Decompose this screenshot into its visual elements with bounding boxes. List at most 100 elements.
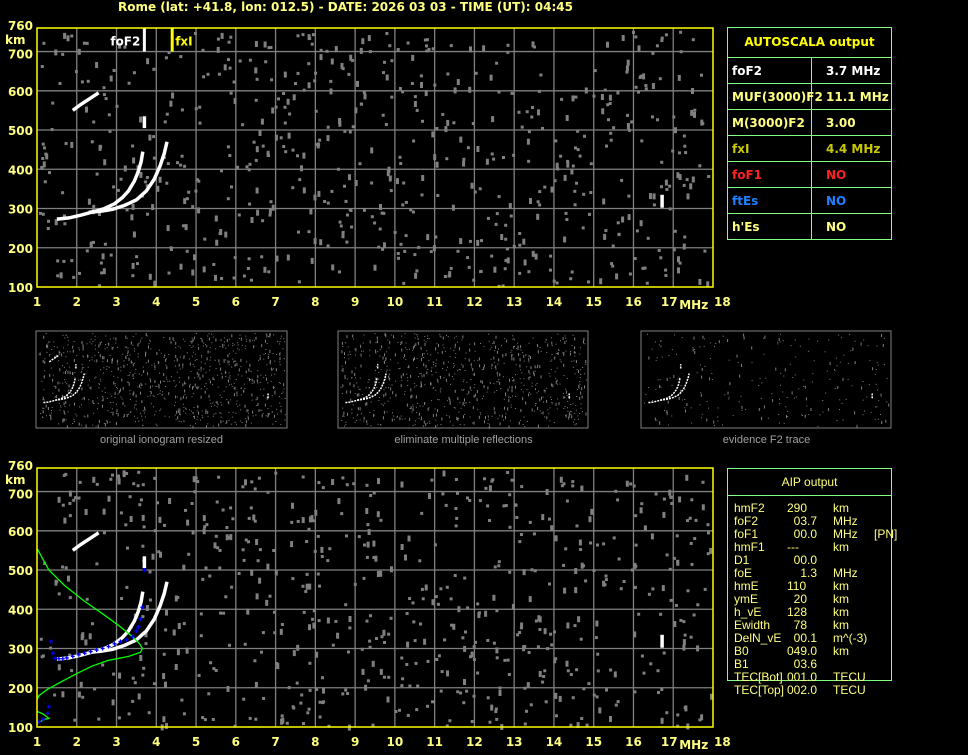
noise-pixel xyxy=(93,403,95,405)
noise-pixel xyxy=(523,384,525,386)
noise-pixel xyxy=(126,346,127,348)
noise-pixel xyxy=(745,409,747,410)
noise-pixel xyxy=(678,261,682,265)
noise-pixel xyxy=(182,383,184,387)
noise-pixel xyxy=(440,424,442,426)
noise-pixel xyxy=(375,377,377,381)
noise-pixel xyxy=(362,394,364,395)
noise-pixel xyxy=(242,274,246,278)
noise-pixel xyxy=(385,74,389,81)
noise-pixel xyxy=(148,570,152,574)
noise-pixel xyxy=(578,387,580,389)
noise-pixel xyxy=(523,722,527,726)
noise-pixel xyxy=(526,389,528,391)
noise-pixel xyxy=(275,255,279,262)
noise-pixel xyxy=(238,349,240,351)
noise-pixel xyxy=(596,652,600,656)
noise-pixel xyxy=(121,398,123,400)
aip-point xyxy=(138,617,143,622)
noise-pixel xyxy=(806,405,808,407)
noise-pixel xyxy=(518,353,520,356)
noise-pixel xyxy=(380,635,384,639)
noise-pixel xyxy=(396,48,400,51)
noise-pixel xyxy=(255,399,257,401)
noise-pixel xyxy=(314,509,318,516)
noise-pixel xyxy=(263,358,265,360)
noise-pixel xyxy=(139,384,140,388)
noise-pixel xyxy=(402,281,406,285)
aip-label: TEC[Bot] xyxy=(734,670,783,684)
noise-pixel xyxy=(320,555,324,558)
noise-pixel xyxy=(385,358,387,359)
noise-pixel xyxy=(78,379,80,381)
noise-pixel xyxy=(362,342,364,344)
noise-pixel xyxy=(795,356,797,358)
noise-pixel xyxy=(62,365,63,367)
noise-pixel xyxy=(262,697,266,700)
noise-pixel xyxy=(706,418,708,422)
noise-pixel xyxy=(229,534,233,541)
noise-pixel xyxy=(152,156,156,160)
noise-pixel xyxy=(445,369,447,371)
noise-pixel xyxy=(381,345,383,349)
noise-pixel xyxy=(147,711,151,715)
noise-pixel xyxy=(634,564,638,568)
noise-pixel xyxy=(283,71,287,78)
noise-pixel xyxy=(129,393,131,395)
noise-pixel xyxy=(255,593,259,600)
noise-pixel xyxy=(563,354,565,356)
noise-pixel xyxy=(828,339,830,341)
noise-pixel xyxy=(43,399,45,401)
noise-pixel xyxy=(392,391,394,395)
noise-pixel xyxy=(101,663,105,667)
thumbnail-caption-evidence: evidence F2 trace xyxy=(722,434,811,446)
noise-pixel xyxy=(569,277,573,281)
noise-pixel xyxy=(363,208,366,212)
noise-pixel xyxy=(318,715,322,719)
noise-pixel xyxy=(192,363,194,365)
noise-pixel xyxy=(544,341,546,343)
noise-pixel xyxy=(494,710,498,714)
noise-pixel xyxy=(169,246,173,250)
noise-pixel xyxy=(212,336,214,338)
noise-pixel xyxy=(95,62,99,68)
noise-pixel xyxy=(571,360,573,362)
noise-pixel xyxy=(359,419,361,421)
noise-pixel xyxy=(579,637,583,641)
noise-pixel xyxy=(544,700,548,704)
noise-pixel xyxy=(676,713,680,717)
noise-pixel xyxy=(664,268,668,272)
noise-pixel xyxy=(141,615,145,619)
noise-pixel xyxy=(437,409,438,413)
noise-pixel xyxy=(325,49,329,53)
noise-pixel xyxy=(39,637,43,641)
noise-pixel xyxy=(162,716,166,723)
noise-pixel xyxy=(466,393,468,395)
noise-pixel xyxy=(659,256,663,260)
noise-pixel xyxy=(342,414,344,416)
noise-pixel xyxy=(245,335,247,337)
noise-pixel xyxy=(630,120,634,124)
noise-pixel xyxy=(341,692,345,696)
noise-pixel xyxy=(811,381,813,383)
noise-pixel xyxy=(91,359,93,361)
noise-pixel xyxy=(312,609,316,613)
noise-pixel xyxy=(508,395,510,397)
noise-pixel xyxy=(696,603,700,607)
noise-pixel xyxy=(70,669,74,673)
noise-pixel xyxy=(463,424,465,426)
noise-pixel xyxy=(431,599,435,606)
noise-pixel xyxy=(101,400,103,402)
marker-label-fxi: fxI xyxy=(175,35,192,49)
noise-pixel xyxy=(665,188,669,191)
y-tick-label: 200 xyxy=(8,682,33,696)
noise-pixel xyxy=(204,363,206,365)
noise-pixel xyxy=(45,153,49,160)
noise-pixel xyxy=(397,362,399,364)
noise-pixel xyxy=(317,190,321,197)
noise-pixel xyxy=(566,377,568,379)
noise-pixel xyxy=(79,378,81,380)
noise-pixel xyxy=(867,345,869,347)
noise-pixel xyxy=(565,660,569,667)
